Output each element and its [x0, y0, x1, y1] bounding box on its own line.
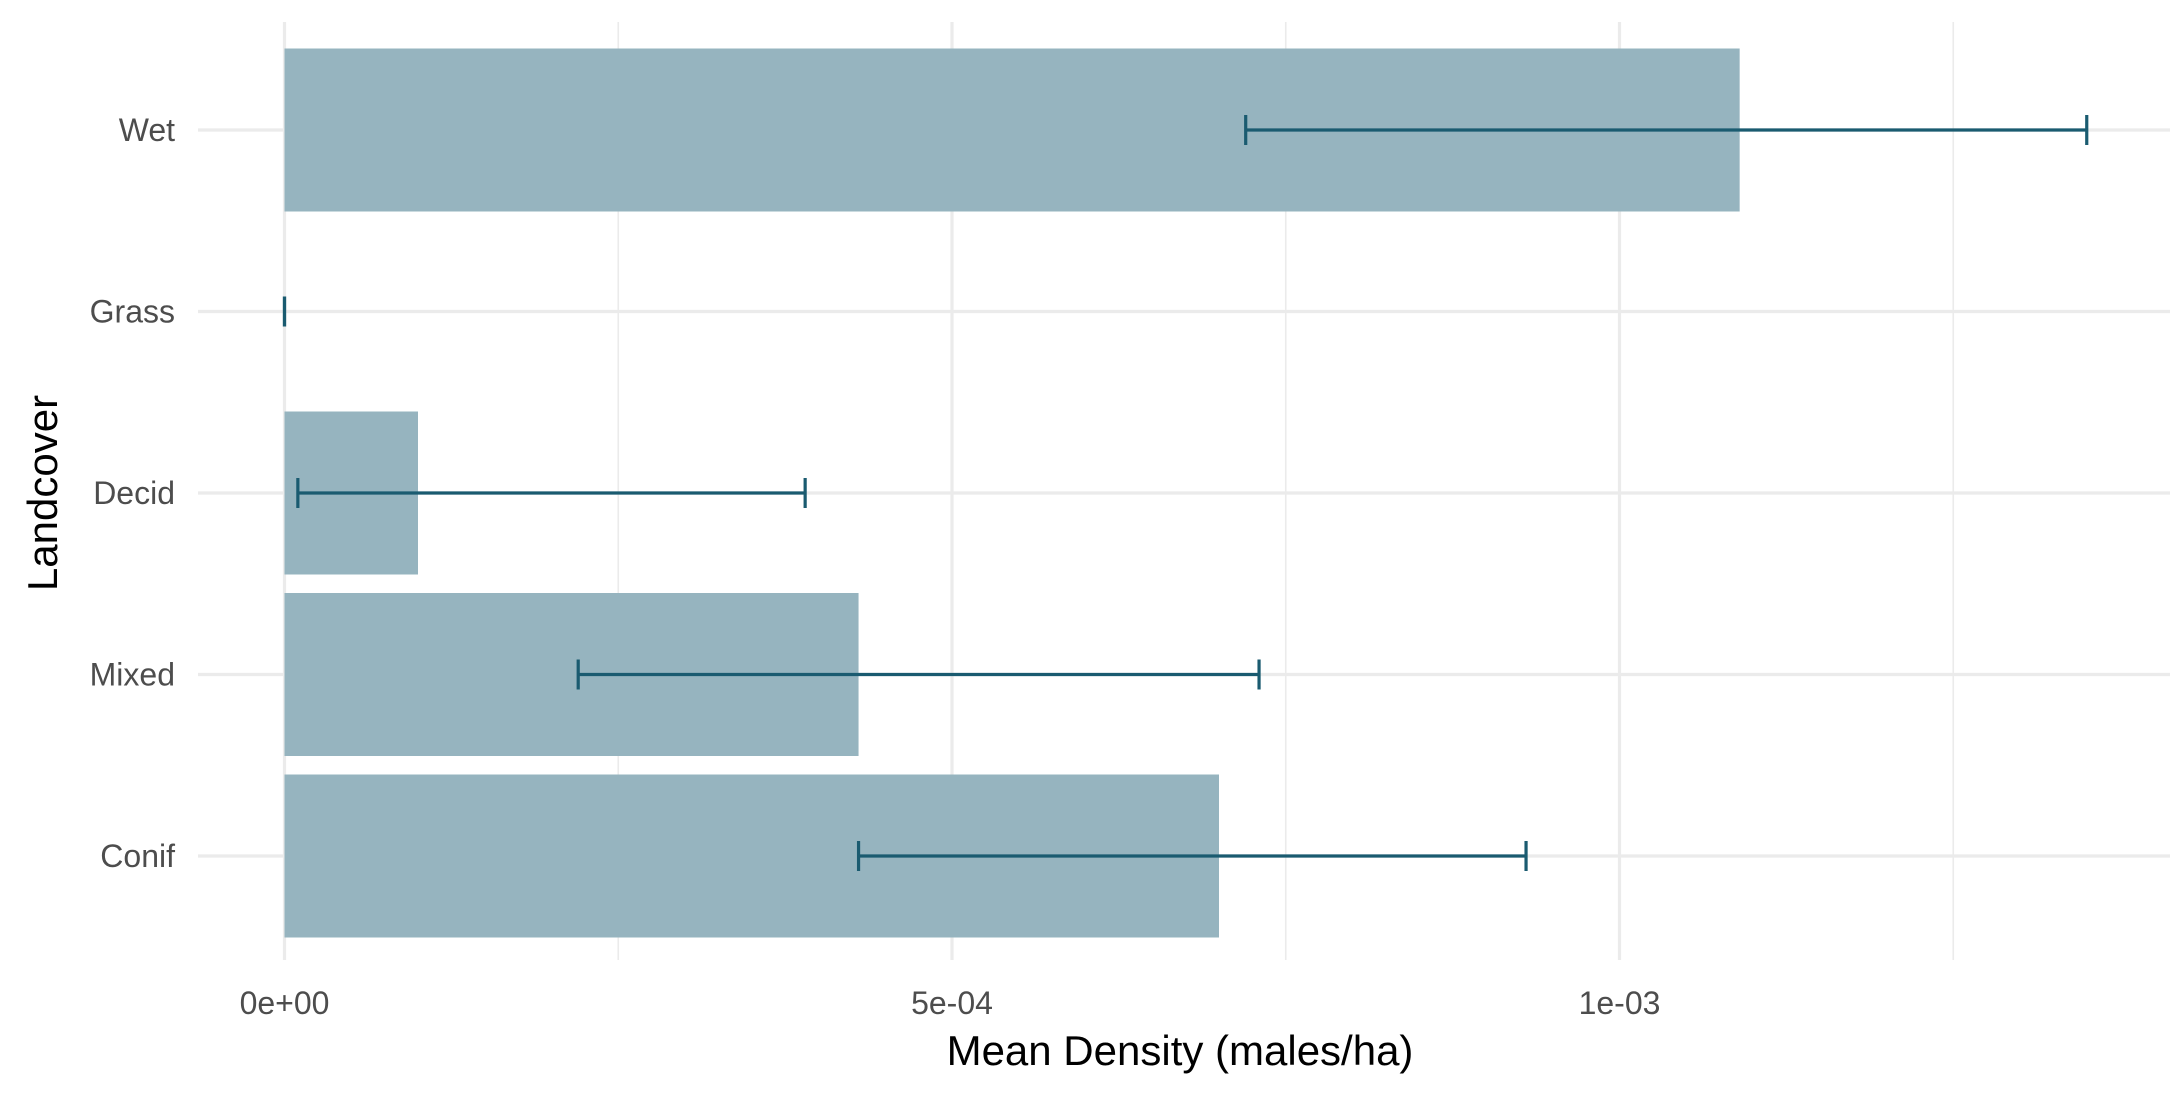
- y-tick-label-wet: Wet: [119, 112, 175, 148]
- error-bar-conif: [856, 841, 1528, 871]
- y-axis-title: Landcover: [19, 395, 66, 591]
- y-tick-label-decid: Decid: [93, 475, 175, 511]
- y-tick-label-grass: Grass: [90, 294, 175, 330]
- x-tick-label: 1e-03: [1579, 985, 1661, 1021]
- x-axis-title: Mean Density (males/ha): [947, 1027, 1414, 1074]
- y-tick-label-mixed: Mixed: [90, 657, 175, 693]
- tick-labels: Conif Mixed Decid Grass Wet 0e+00 5e-04 1e-03: [90, 112, 1661, 1021]
- y-tick-label-conif: Conif: [100, 838, 175, 874]
- error-bar-mixed: [576, 659, 1261, 690]
- x-tick-label: 0e+00: [240, 985, 330, 1021]
- error-bars: [282, 115, 2089, 871]
- error-bar-wet: [1244, 115, 2089, 145]
- error-bar-decid: [296, 478, 807, 508]
- x-tick-label: 5e-04: [911, 985, 993, 1021]
